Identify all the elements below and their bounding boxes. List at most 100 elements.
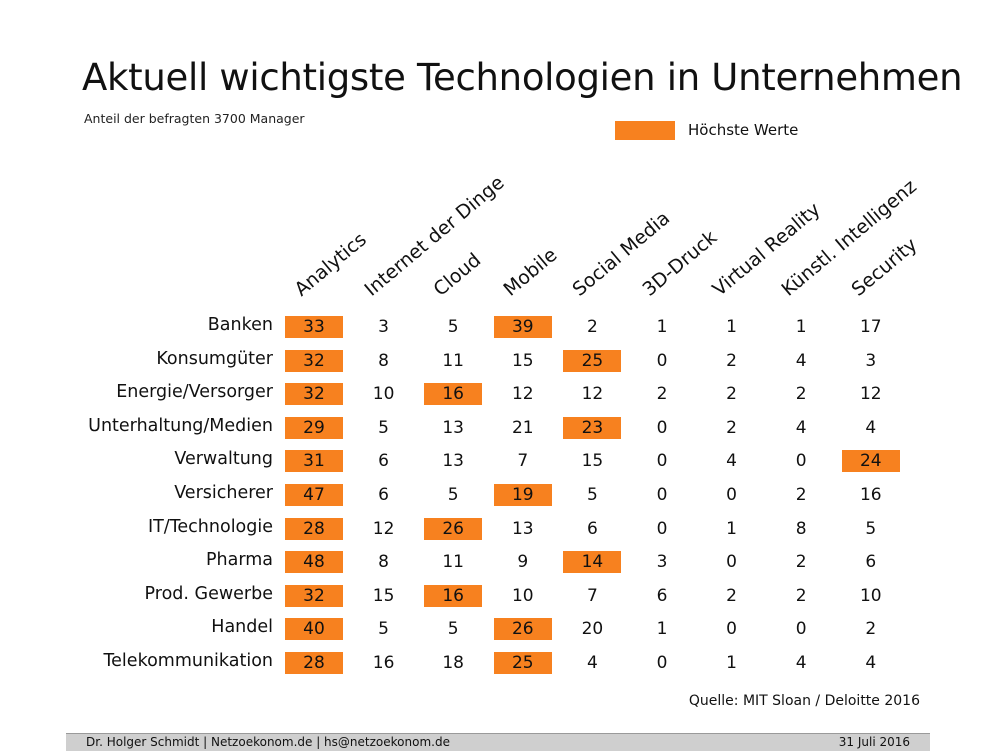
table-cell: 0 — [656, 518, 668, 539]
row-label-unterhaltung-medien: Unterhaltung/Medien — [88, 415, 273, 436]
table-cell: 10 — [372, 384, 395, 405]
table-cell: 0 — [726, 485, 737, 505]
table-cell: 15 — [372, 585, 395, 606]
table-cell: 17 — [859, 317, 882, 337]
table-cell: 1 — [656, 317, 668, 337]
table-cell: 6 — [865, 552, 877, 573]
table-cell: 0 — [656, 653, 668, 673]
table-cell: 11 — [442, 552, 464, 573]
table-cell: 25 — [493, 652, 552, 674]
table-cell: 32 — [285, 383, 343, 406]
table-cell: 3 — [656, 552, 668, 573]
table-cell: 13 — [442, 417, 464, 438]
table-cell: 5 — [378, 619, 389, 640]
table-cell: 2 — [726, 384, 737, 405]
table-cell: 2 — [726, 350, 737, 371]
row-label-versicherer: Versicherer — [174, 483, 273, 503]
table-cell: 16 — [859, 485, 882, 505]
table-cell: 1 — [726, 317, 737, 337]
table-cell: 3 — [865, 350, 877, 371]
table-cell: 2 — [656, 384, 668, 405]
table-cell: 24 — [841, 450, 900, 473]
column-header-security: Security — [847, 233, 922, 301]
table-cell: 2 — [726, 585, 737, 606]
table-cell: 5 — [865, 518, 877, 539]
table-cell: 10 — [511, 585, 534, 606]
table-cell: 2 — [795, 585, 807, 606]
table-cell: 0 — [795, 451, 807, 472]
table-cell: 28 — [285, 517, 343, 540]
table-cell: 26 — [424, 517, 483, 540]
table-cell: 11 — [442, 350, 464, 371]
column-header-mobile: Mobile — [499, 243, 562, 301]
table-cell: 4 — [795, 653, 807, 673]
table-cell: 12 — [511, 384, 534, 405]
table-cell: 2 — [586, 317, 598, 337]
table-cell: 12 — [859, 384, 882, 405]
table-cell: 32 — [285, 349, 343, 372]
footer-date: 31 Juli 2016 — [838, 735, 910, 749]
row-label-it-technologie: IT/Technologie — [147, 516, 273, 537]
chart-title: Aktuell wichtigste Technologien in Unter… — [82, 56, 963, 99]
table-cell: 16 — [424, 584, 483, 607]
chart-subtitle: Anteil der befragten 3700 Manager — [84, 111, 305, 126]
table-cell: 4 — [795, 350, 807, 371]
table-cell: 6 — [656, 585, 668, 606]
table-cell: 29 — [285, 416, 343, 439]
table-cell: 6 — [378, 451, 389, 472]
table-cell: 14 — [563, 551, 622, 574]
table-cell: 6 — [378, 485, 389, 505]
table-cell: 8 — [795, 518, 807, 539]
table-cell: 47 — [285, 484, 343, 506]
table-cell: 2 — [795, 485, 807, 505]
table-cell: 0 — [726, 552, 737, 573]
table-cell: 0 — [656, 451, 668, 472]
legend-label: Höchste Werte — [688, 121, 799, 139]
footer-author: Dr. Holger Schmidt | Netzoekonom.de | hs… — [86, 735, 450, 749]
table-cell: 48 — [285, 551, 343, 574]
footer-bar: Dr. Holger Schmidt | Netzoekonom.de | hs… — [66, 733, 930, 751]
table-cell: 2 — [726, 417, 737, 438]
row-label-prod-gewerbe: Prod. Gewerbe — [144, 583, 273, 604]
table-cell: 28 — [285, 652, 343, 674]
table-cell: 19 — [493, 484, 552, 506]
table-cell: 23 — [563, 416, 622, 439]
table-cell: 0 — [656, 417, 668, 438]
row-label-konsumgüter: Konsumgüter — [156, 348, 273, 369]
table-cell: 4 — [726, 451, 737, 472]
table-cell: 7 — [517, 451, 529, 472]
table-cell: 25 — [563, 349, 622, 372]
table-cell: 15 — [581, 451, 604, 472]
table-cell: 3 — [378, 317, 389, 337]
table-cell: 6 — [586, 518, 598, 539]
legend-swatch — [615, 121, 675, 140]
table-cell: 4 — [795, 417, 807, 438]
table-cell: 1 — [726, 518, 737, 539]
table-cell: 21 — [511, 417, 534, 438]
row-label-telekommunikation: Telekommunikation — [103, 651, 273, 671]
table-cell: 9 — [517, 552, 529, 573]
table-cell: 5 — [447, 619, 459, 640]
table-cell: 32 — [285, 584, 343, 607]
table-cell: 13 — [511, 518, 534, 539]
table-cell: 16 — [424, 383, 483, 406]
table-cell: 0 — [656, 485, 668, 505]
table-cell: 8 — [378, 552, 389, 573]
table-cell: 10 — [859, 585, 882, 606]
table-cell: 0 — [795, 619, 807, 640]
table-cell: 0 — [726, 619, 737, 640]
table-cell: 13 — [442, 451, 464, 472]
table-cell: 5 — [378, 417, 389, 438]
table-cell: 5 — [447, 317, 459, 337]
row-label-handel: Handel — [211, 617, 273, 638]
table-cell: 20 — [581, 619, 604, 640]
table-cell: 2 — [795, 552, 807, 573]
table-cell: 7 — [586, 585, 598, 606]
table-cell: 2 — [865, 619, 877, 640]
table-cell: 15 — [511, 350, 534, 371]
table-cell: 1 — [726, 653, 737, 673]
row-label-banken: Banken — [207, 315, 273, 335]
table-cell: 1 — [656, 619, 668, 640]
table-cell: 39 — [493, 316, 552, 338]
row-label-verwaltung: Verwaltung — [174, 449, 273, 470]
